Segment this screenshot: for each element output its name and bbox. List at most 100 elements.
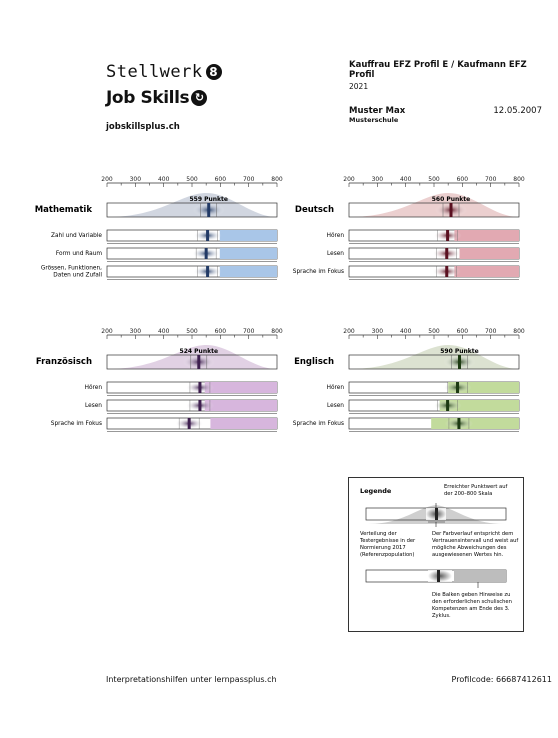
legend-note-distribution: Normierung 2017 <box>360 545 406 551</box>
subject-title: Deutsch <box>295 205 334 215</box>
subject-panel-4: 200 300 400 500 600 700 800 590 Punkte Englisch H… <box>293 328 525 432</box>
website-link[interactable]: jobskillsplus.ch <box>106 122 180 132</box>
row-score-mark <box>206 230 210 241</box>
tick-label: 700 <box>485 176 497 183</box>
tick-label: 200 <box>343 328 355 335</box>
row-score-mark <box>457 418 461 429</box>
legend-note-gradient: Vertrauensintervall und weist auf <box>432 538 518 544</box>
distribution-curve <box>107 193 277 217</box>
competence-label: Hören <box>327 233 345 239</box>
competence-bar <box>204 382 277 393</box>
stellwerk-logo: Stellwerk 8 <box>106 62 222 82</box>
tick-label: 500 <box>186 328 198 335</box>
legend-note-gradient: ausgewiesenen Wertes hin. <box>432 552 504 558</box>
competence-label: Form und Raum <box>56 251 102 257</box>
tick-label: 600 <box>457 176 469 183</box>
row-score-mark <box>206 266 210 277</box>
row-score-mark <box>456 382 460 393</box>
tick-label: 800 <box>513 176 525 183</box>
row-score-mark <box>445 248 449 259</box>
person-name: Muster Max <box>349 106 406 116</box>
tick-label: 500 <box>428 328 440 335</box>
competence-label: Sprache im Fokus <box>293 269 344 275</box>
legend-note-bars: den erforderlichen schulischen <box>432 599 512 605</box>
distribution-curve <box>349 345 519 369</box>
subject-panel-2: 200 300 400 500 600 700 800 560 Punkte Deutsch Hö… <box>293 176 525 280</box>
legend-title: Legende <box>360 487 392 495</box>
competence-label: Lesen <box>327 403 344 409</box>
legend-note-gradient: Der Farbverlauf entspricht dem <box>432 531 513 537</box>
subject-panel-1: 200 300 400 500 600 700 800 559 Punkte Mathemati… <box>35 176 283 280</box>
tick-label: 400 <box>158 176 170 183</box>
legend-note-distribution: Testergebnisse in der <box>359 538 416 544</box>
score-mark <box>197 355 201 369</box>
profile-year: 2021 <box>349 82 369 91</box>
subject-title: Französisch <box>36 357 92 367</box>
profile-title: Kauffrau EFZ Profil E / Kaufmann EFZ Pro… <box>349 60 527 80</box>
competence-label: Sprache im Fokus <box>51 421 102 427</box>
score-label: 524 Punkte <box>180 348 218 355</box>
score-frame <box>106 202 278 218</box>
score-mark <box>449 203 453 217</box>
tick-label: 600 <box>457 328 469 335</box>
school-name: Musterschule <box>349 116 399 124</box>
tick-label: 800 <box>513 328 525 335</box>
competence-label: Lesen <box>327 251 344 257</box>
legend-note-bars: Die Balken geben Hinweise zu <box>432 592 510 598</box>
competence-bar <box>454 230 519 241</box>
tick-label: 200 <box>101 328 113 335</box>
legend-score-mark <box>435 508 438 520</box>
score-frame <box>348 202 520 218</box>
competence-label: Hören <box>85 385 103 391</box>
competence-label: Hören <box>327 385 345 391</box>
tick-label: 500 <box>428 176 440 183</box>
stellwerk-badge-icon: 8 <box>205 64 222 80</box>
competence-bar <box>210 418 277 429</box>
distribution-curve <box>349 193 519 217</box>
tick-label: 600 <box>215 176 227 183</box>
tick-label: 300 <box>372 176 384 183</box>
legend-note-bars: Zyklus. <box>432 613 451 619</box>
row-score-mark <box>446 230 450 241</box>
subject-title: Englisch <box>294 357 334 367</box>
legend-note-distribution: (Referenzpopulation) <box>360 552 414 558</box>
competence-bar <box>219 266 277 277</box>
footer-profile-code: Profilcode: 66687412611 <box>451 675 552 684</box>
tick-label: 400 <box>158 328 170 335</box>
row-score-mark <box>446 400 450 411</box>
row-score-mark <box>198 382 202 393</box>
score-mark <box>207 203 211 217</box>
footer-help-link[interactable]: Interpretationshilfen unter lernpassplus… <box>106 675 277 684</box>
score-mark <box>458 355 461 369</box>
subject-title: Mathematik <box>35 205 93 215</box>
job-skills-logo: Job Skills ↻ <box>106 88 208 108</box>
competence-label: Lesen <box>85 403 102 409</box>
legend-note-bars: Kompetenzen am Ende des 3. <box>432 606 510 612</box>
tick-label: 300 <box>130 176 142 183</box>
product-name: Job Skills <box>106 88 190 108</box>
row-score-mark <box>198 400 202 411</box>
legend-note-distribution: Verteilung der <box>360 531 398 537</box>
tick-label: 800 <box>271 328 283 335</box>
legend-example-competence-bar <box>454 570 506 582</box>
profile-date: 12.05.2007 <box>493 106 542 116</box>
tick-label: 800 <box>271 176 283 183</box>
tick-label: 400 <box>400 328 412 335</box>
competence-bar <box>439 400 519 411</box>
tick-label: 300 <box>372 328 384 335</box>
competence-label: Daten und Zufall <box>53 273 102 279</box>
row-score-mark <box>204 248 208 259</box>
score-label: 559 Punkte <box>189 196 227 203</box>
tick-label: 700 <box>243 176 255 183</box>
competence-bar <box>204 400 277 411</box>
score-label: 560 Punkte <box>432 196 470 203</box>
tick-label: 200 <box>343 176 355 183</box>
legend-note-score: Erreichter Punktwert auf <box>444 484 507 490</box>
competence-label: Sprache im Fokus <box>293 421 344 427</box>
tick-label: 200 <box>101 176 113 183</box>
tick-label: 700 <box>485 328 497 335</box>
tick-label: 500 <box>186 176 198 183</box>
refresh-badge-icon: ↻ <box>191 90 208 106</box>
